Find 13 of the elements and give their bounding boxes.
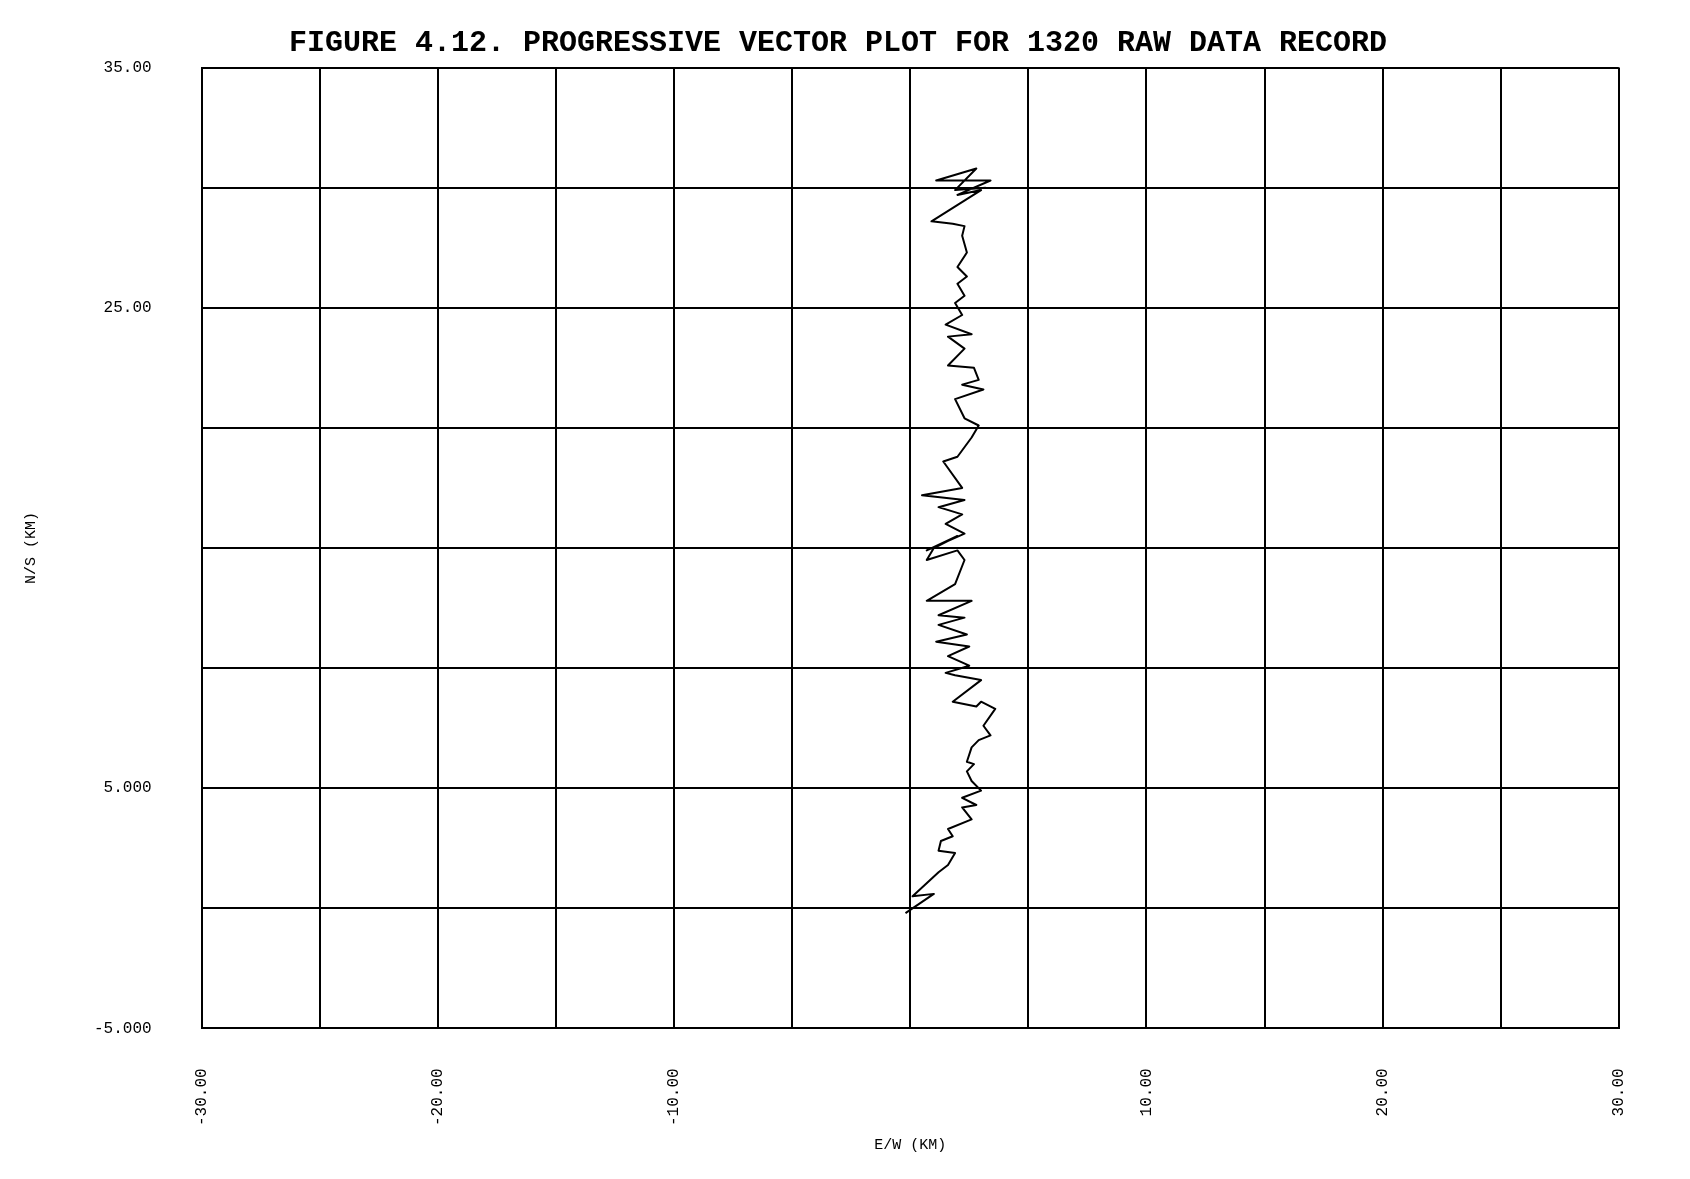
x-axis-title: E/W (KM) — [874, 1136, 947, 1154]
y-tick-label: 25.00 — [103, 299, 152, 318]
x-tick-label: 20.00 — [1373, 1068, 1392, 1117]
y-tick-label: -5.000 — [94, 1019, 152, 1038]
x-tick-label: -10.00 — [665, 1068, 684, 1126]
x-tick-label: -20.00 — [429, 1068, 448, 1126]
y-tick-label: 5.000 — [103, 779, 152, 798]
x-tick-label: 10.00 — [1137, 1068, 1156, 1117]
x-tick-label: 30.00 — [1610, 1068, 1629, 1117]
y-tick-label: 35.00 — [103, 58, 152, 77]
x-tick-label: -30.00 — [192, 1068, 211, 1126]
y-axis-title: N/S (KM) — [22, 511, 40, 584]
chart-title: FIGURE 4.12. PROGRESSIVE VECTOR PLOT FOR 1320 RAW DATA RECORD — [288, 26, 1388, 61]
